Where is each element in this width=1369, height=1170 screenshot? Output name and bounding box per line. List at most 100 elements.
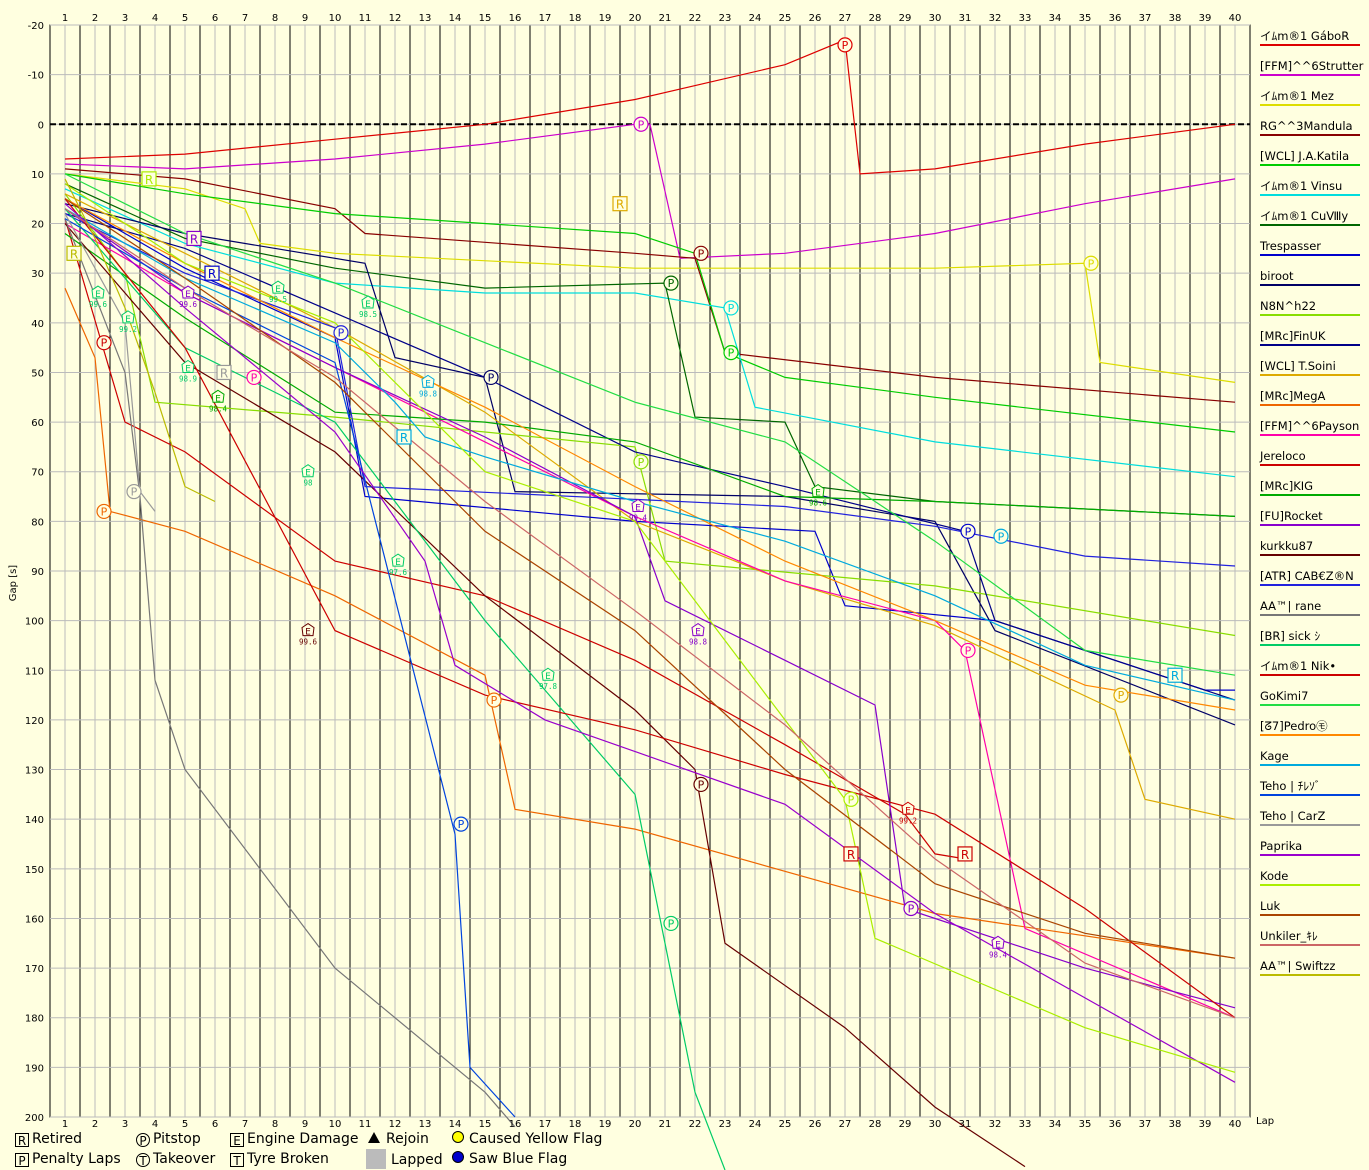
engine-damage-key-label: Engine Damage [247, 1131, 359, 1147]
engine-damage-marker-letter: E [635, 503, 641, 513]
y-tick-label: 180 [25, 1014, 44, 1025]
pitstop-marker [903, 900, 919, 917]
engine-damage-marker [391, 553, 405, 567]
legend: イﾑm®1 GáboR [FFM]^^6Strutter イﾑm®1 Mez RG^^… [1259, 29, 1364, 976]
x-tick-label-bottom: 2 [92, 1119, 98, 1130]
lapped-key-label: Lapped [391, 1152, 443, 1168]
engine-damage-label: 99.4 [629, 513, 648, 522]
series-line [64, 193, 1236, 637]
x-tick-label-top: 31 [959, 13, 972, 24]
engine-damage-label: 97.8 [539, 682, 558, 691]
pitstop-marker-letter: P [842, 39, 849, 52]
y-tick-label: 110 [25, 666, 44, 677]
engine-damage-marker-letter: E [365, 300, 371, 310]
x-tick-label-top: 24 [749, 13, 762, 24]
engine-damage-marker-letter: E [815, 489, 821, 499]
x-tick-label-bottom: 1 [62, 1119, 68, 1130]
series-line [64, 223, 1026, 1168]
pitstop-marker-letter: P [908, 903, 915, 916]
legend-entry-name: Teho | CarZ [1259, 809, 1325, 823]
retired-key-label: Retired [32, 1131, 83, 1147]
legend-entry-name: [WCL] T.Soini [1260, 359, 1336, 373]
pitstop-marker [960, 642, 976, 659]
grid [50, 24, 1251, 1118]
legend-entry-name: [ATR] CAB€Z®N [1260, 569, 1354, 583]
x-tick-label-top: 20 [629, 13, 642, 24]
pitstop-marker [453, 816, 469, 832]
engine-damage-label: 97.6 [389, 568, 408, 577]
y-tick-label: 0 [38, 120, 44, 131]
x-tick-label-top: 7 [242, 13, 248, 24]
y-tick-label: 70 [31, 468, 44, 479]
legend-entry-name: N8N^h22 [1260, 299, 1316, 313]
x-tick-label-bottom: 5 [182, 1119, 188, 1130]
pitstop-key-label: Pitstop [153, 1131, 201, 1147]
engine-damage-marker [271, 280, 285, 294]
legend-entry-name: [WCL] J.A.Katila [1260, 149, 1349, 163]
pitstop-marker [483, 369, 499, 386]
retired-marker-letter: R [961, 848, 969, 862]
y-tick-label: 200 [25, 1113, 44, 1124]
series-line [64, 208, 1236, 1009]
series-line [64, 193, 1236, 820]
engine-damage-label: 98 [303, 479, 313, 488]
legend-entry-name: イﾑm®1 Vinsu [1260, 179, 1342, 193]
x-tick-label-bottom: 33 [1019, 1119, 1032, 1130]
series-line [64, 198, 1236, 711]
pitstop-marker-letter: P [848, 793, 855, 806]
x-tick-label-top: 38 [1169, 13, 1182, 24]
retired-marker-letter: R [190, 232, 198, 246]
engine-damage-marker [181, 285, 195, 299]
x-tick-label-bottom: 26 [809, 1119, 822, 1130]
series-line [64, 39, 1236, 175]
retired-marker [612, 196, 628, 212]
x-tick-label-top: 1 [62, 13, 68, 24]
x-tick-label-top: 30 [929, 13, 942, 24]
pitstop-marker-letter: P [1088, 257, 1095, 270]
blue-flag-key: Saw Blue Flag [452, 1151, 567, 1167]
series-line [64, 183, 1236, 517]
x-tick-label-top: 21 [659, 13, 672, 24]
engine-damage-marker-letter: E [905, 806, 911, 816]
engine-damage-marker-letter: E [395, 558, 401, 568]
engine-damage-label: 98.8 [419, 389, 438, 398]
y-tick-label: 190 [25, 1063, 44, 1074]
x-tick-label-bottom: 40 [1229, 1119, 1242, 1130]
x-tick-label-top: 13 [419, 13, 432, 24]
pitstop-key: P Pitstop [136, 1131, 201, 1148]
engine-damage-marker-letter: E [95, 290, 101, 300]
legend-entry-name: RG^^3Mandula [1260, 119, 1353, 133]
engine-damage-marker-letter: E [125, 315, 131, 325]
x-tick-label-bottom: 4 [152, 1119, 158, 1130]
retired-marker [957, 846, 973, 862]
legend-entry-name: [FFM]^^6Strutter [1260, 59, 1364, 73]
x-tick-label-bottom: 23 [719, 1119, 732, 1130]
retired-key: R Retired [15, 1131, 83, 1148]
legend-entry-name: [MRc]KIG [1260, 479, 1313, 493]
legend-entry-name: Luk [1260, 899, 1280, 913]
pitstop-marker-letter: P [668, 277, 675, 290]
x-tick-label-bottom: 9 [302, 1119, 308, 1130]
x-tick-label-bottom: 39 [1199, 1119, 1212, 1130]
x-tick-label-bottom: 10 [329, 1119, 342, 1130]
pitstop-marker [633, 116, 649, 132]
pitstop-marker-letter: P [101, 337, 108, 350]
x-tick-label-bottom: 36 [1109, 1119, 1122, 1130]
pitstop-marker-letter: P [251, 371, 258, 384]
penalty-laps-key: P Penalty Laps [15, 1151, 121, 1168]
legend-entry-name: AA™| Swiftzz [1260, 959, 1335, 973]
pitstop-marker-letter: P [698, 778, 705, 791]
x-tick-label-top: 3 [122, 13, 128, 24]
engine-damage-label: 99.5 [269, 295, 287, 304]
y-tick-label: 20 [31, 220, 44, 231]
series-line [64, 233, 1236, 517]
y-tick-label: -20 [28, 21, 44, 32]
x-tick-label-bottom: 6 [212, 1119, 218, 1130]
x-tick-label-top: 4 [152, 13, 158, 24]
engine-damage-marker-letter: E [215, 394, 221, 404]
x-tick-label-bottom: 25 [779, 1119, 792, 1130]
retired-marker-letter: R [1171, 669, 1179, 683]
y-tick-label: 130 [25, 766, 44, 777]
